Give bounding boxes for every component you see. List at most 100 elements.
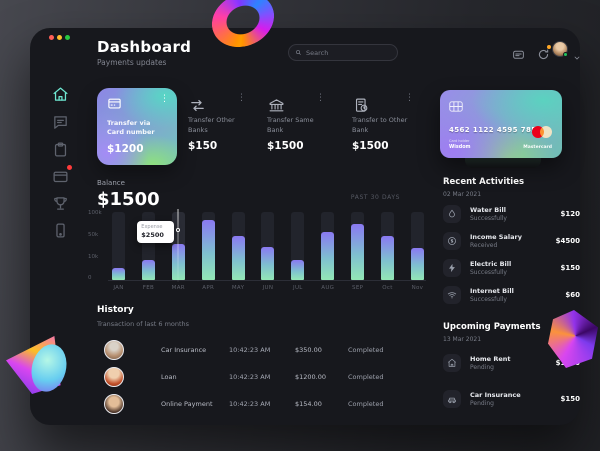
transaction-status: Completed [348, 346, 384, 354]
payment-title: Home Rent [470, 355, 511, 363]
x-axis-tick: FEB [142, 285, 155, 291]
activity-amount: $60 [565, 291, 580, 299]
list-item[interactable]: Income Salary Received $4500 [443, 232, 580, 254]
sidebar-item-mobile[interactable] [52, 222, 69, 239]
activity-title: Water Bill [470, 206, 506, 214]
window-controls [49, 35, 70, 40]
bank-card[interactable]: 4562 1122 4595 7852 Card holder Wisdom M… [440, 90, 562, 158]
transaction-name: Online Payment [161, 400, 213, 408]
more-options-icon[interactable] [160, 95, 169, 104]
balance-chart: 100k 50k 10k 0 JAN FEB MAR Expense $2500 APR M… [88, 209, 428, 298]
page-subtitle: Payments updates [97, 58, 167, 67]
sidebar-item-rewards[interactable] [52, 195, 69, 212]
card-number: 4562 1122 4595 7852 [449, 126, 542, 134]
transfer-label: Transfer Other Banks [188, 116, 235, 134]
bar-mar[interactable]: MAR Expense $2500 [137, 209, 185, 291]
minimize-window-button[interactable] [57, 35, 62, 40]
list-item[interactable]: Car Insurance Pending $150 [443, 390, 580, 412]
messages-icon[interactable] [512, 46, 525, 59]
activity-status: Successfully [470, 215, 507, 222]
y-axis-tick: 0 [88, 275, 92, 281]
activity-amount: $120 [560, 210, 580, 218]
list-item[interactable]: Electric Bill Successfully $150 [443, 259, 580, 281]
list-item[interactable]: Water Bill Successfully $120 [443, 205, 580, 227]
payment-amount: $150 [560, 395, 580, 403]
search-input[interactable] [306, 48, 391, 57]
list-item[interactable]: Internet Bill Successfully $60 [443, 286, 580, 308]
transfer-amount: $150 [188, 140, 218, 152]
transfer-label: Transfer Same Bank [267, 116, 314, 134]
x-axis-tick: Nov [411, 285, 424, 291]
activity-title: Internet Bill [470, 287, 514, 295]
chevron-down-icon[interactable] [573, 47, 581, 60]
recent-activities-title: Recent Activities [443, 177, 525, 187]
y-axis-tick: 100k [88, 210, 102, 216]
transaction-name: Loan [161, 373, 177, 381]
more-options-icon[interactable] [237, 94, 246, 103]
transfer-label: Transfer via Card number [107, 119, 155, 137]
table-row[interactable]: Online Payment 10:42:23 AM $154.00 Compl… [97, 394, 417, 418]
list-item[interactable]: Home Rent Pending $1500 [443, 354, 580, 376]
sidebar-item-orders[interactable] [52, 141, 69, 158]
transaction-amount: $1200.00 [295, 373, 327, 381]
sidebar-item-messages[interactable] [52, 114, 69, 131]
transfer-amount: $1500 [352, 140, 389, 152]
maximize-window-button[interactable] [65, 35, 70, 40]
bar-apr[interactable]: APR [201, 212, 215, 291]
y-axis-tick: 10k [88, 254, 99, 260]
transfer-label: Transfer to Other Bank [352, 116, 408, 134]
recent-activities-date: 02 Mar 2021 [443, 191, 482, 198]
x-axis-tick: JAN [113, 285, 124, 291]
activity-amount: $4500 [555, 237, 580, 245]
credit-card-icon [105, 96, 124, 111]
notifications-icon[interactable] [537, 45, 551, 60]
chart-period-label: PAST 30 DAYS [350, 194, 400, 201]
bar-sep[interactable]: SEP [351, 212, 365, 291]
table-row[interactable]: Car Insurance 10:42:23 AM $350.00 Comple… [97, 340, 417, 364]
upcoming-payments-title: Upcoming Payments [443, 322, 541, 332]
balance-label: Balance [97, 179, 125, 187]
user-avatar[interactable] [552, 41, 568, 57]
dashboard-panel: Dashboard Payments updates Transfe [30, 28, 580, 425]
x-axis-tick: SEP [352, 285, 364, 291]
swap-arrows-icon [188, 97, 207, 114]
payment-amount: $1500 [555, 359, 580, 367]
upcoming-payments-date: 13 Mar 2021 [443, 336, 482, 343]
more-options-icon[interactable] [405, 94, 414, 103]
transfer-same-bank[interactable]: Transfer Same Bank $1500 [267, 88, 329, 165]
transfer-other-banks[interactable]: Transfer Other Banks $150 [188, 88, 250, 165]
bar-may[interactable]: MAY [231, 212, 245, 291]
x-axis-tick: JUL [293, 285, 303, 291]
activity-title: Electric Bill [470, 260, 512, 268]
bar-nov[interactable]: Nov [410, 212, 424, 291]
transfer-to-other-bank[interactable]: Transfer to Other Bank $1500 [352, 88, 414, 165]
bar-oct[interactable]: Oct [381, 212, 395, 291]
transaction-status: Completed [348, 400, 384, 408]
more-options-icon[interactable] [316, 94, 325, 103]
search-icon [295, 49, 302, 56]
search-bar[interactable] [288, 44, 398, 61]
table-row[interactable]: Loan 10:42:23 AM $1200.00 Completed [97, 367, 417, 391]
bar-aug[interactable]: AUG [321, 212, 335, 291]
transfer-amount: $1200 [107, 143, 144, 155]
sidebar-item-cards[interactable] [52, 165, 72, 185]
x-axis-tick: MAY [231, 285, 245, 291]
activity-status: Successfully [470, 269, 507, 276]
x-axis-tick: AUG [321, 285, 335, 291]
car-icon [443, 390, 461, 408]
x-axis-tick: APR [202, 285, 215, 291]
bar-jun[interactable]: JUN [261, 212, 275, 291]
bar-jan[interactable]: JAN [112, 212, 125, 291]
page-title: Dashboard [97, 38, 192, 56]
online-status-dot [563, 52, 568, 57]
activity-status: Received [470, 242, 498, 249]
mastercard-icon [532, 126, 552, 138]
sidebar-item-home[interactable] [52, 86, 69, 103]
close-window-button[interactable] [49, 35, 54, 40]
transfer-card-via-card-number[interactable]: Transfer via Card number $1200 [97, 88, 177, 165]
bar-jul[interactable]: JUL [291, 212, 305, 291]
card-chip-icon [449, 97, 463, 112]
receipt-clock-icon [352, 97, 371, 114]
history-subtitle: Transaction of last 6 months [97, 320, 190, 328]
